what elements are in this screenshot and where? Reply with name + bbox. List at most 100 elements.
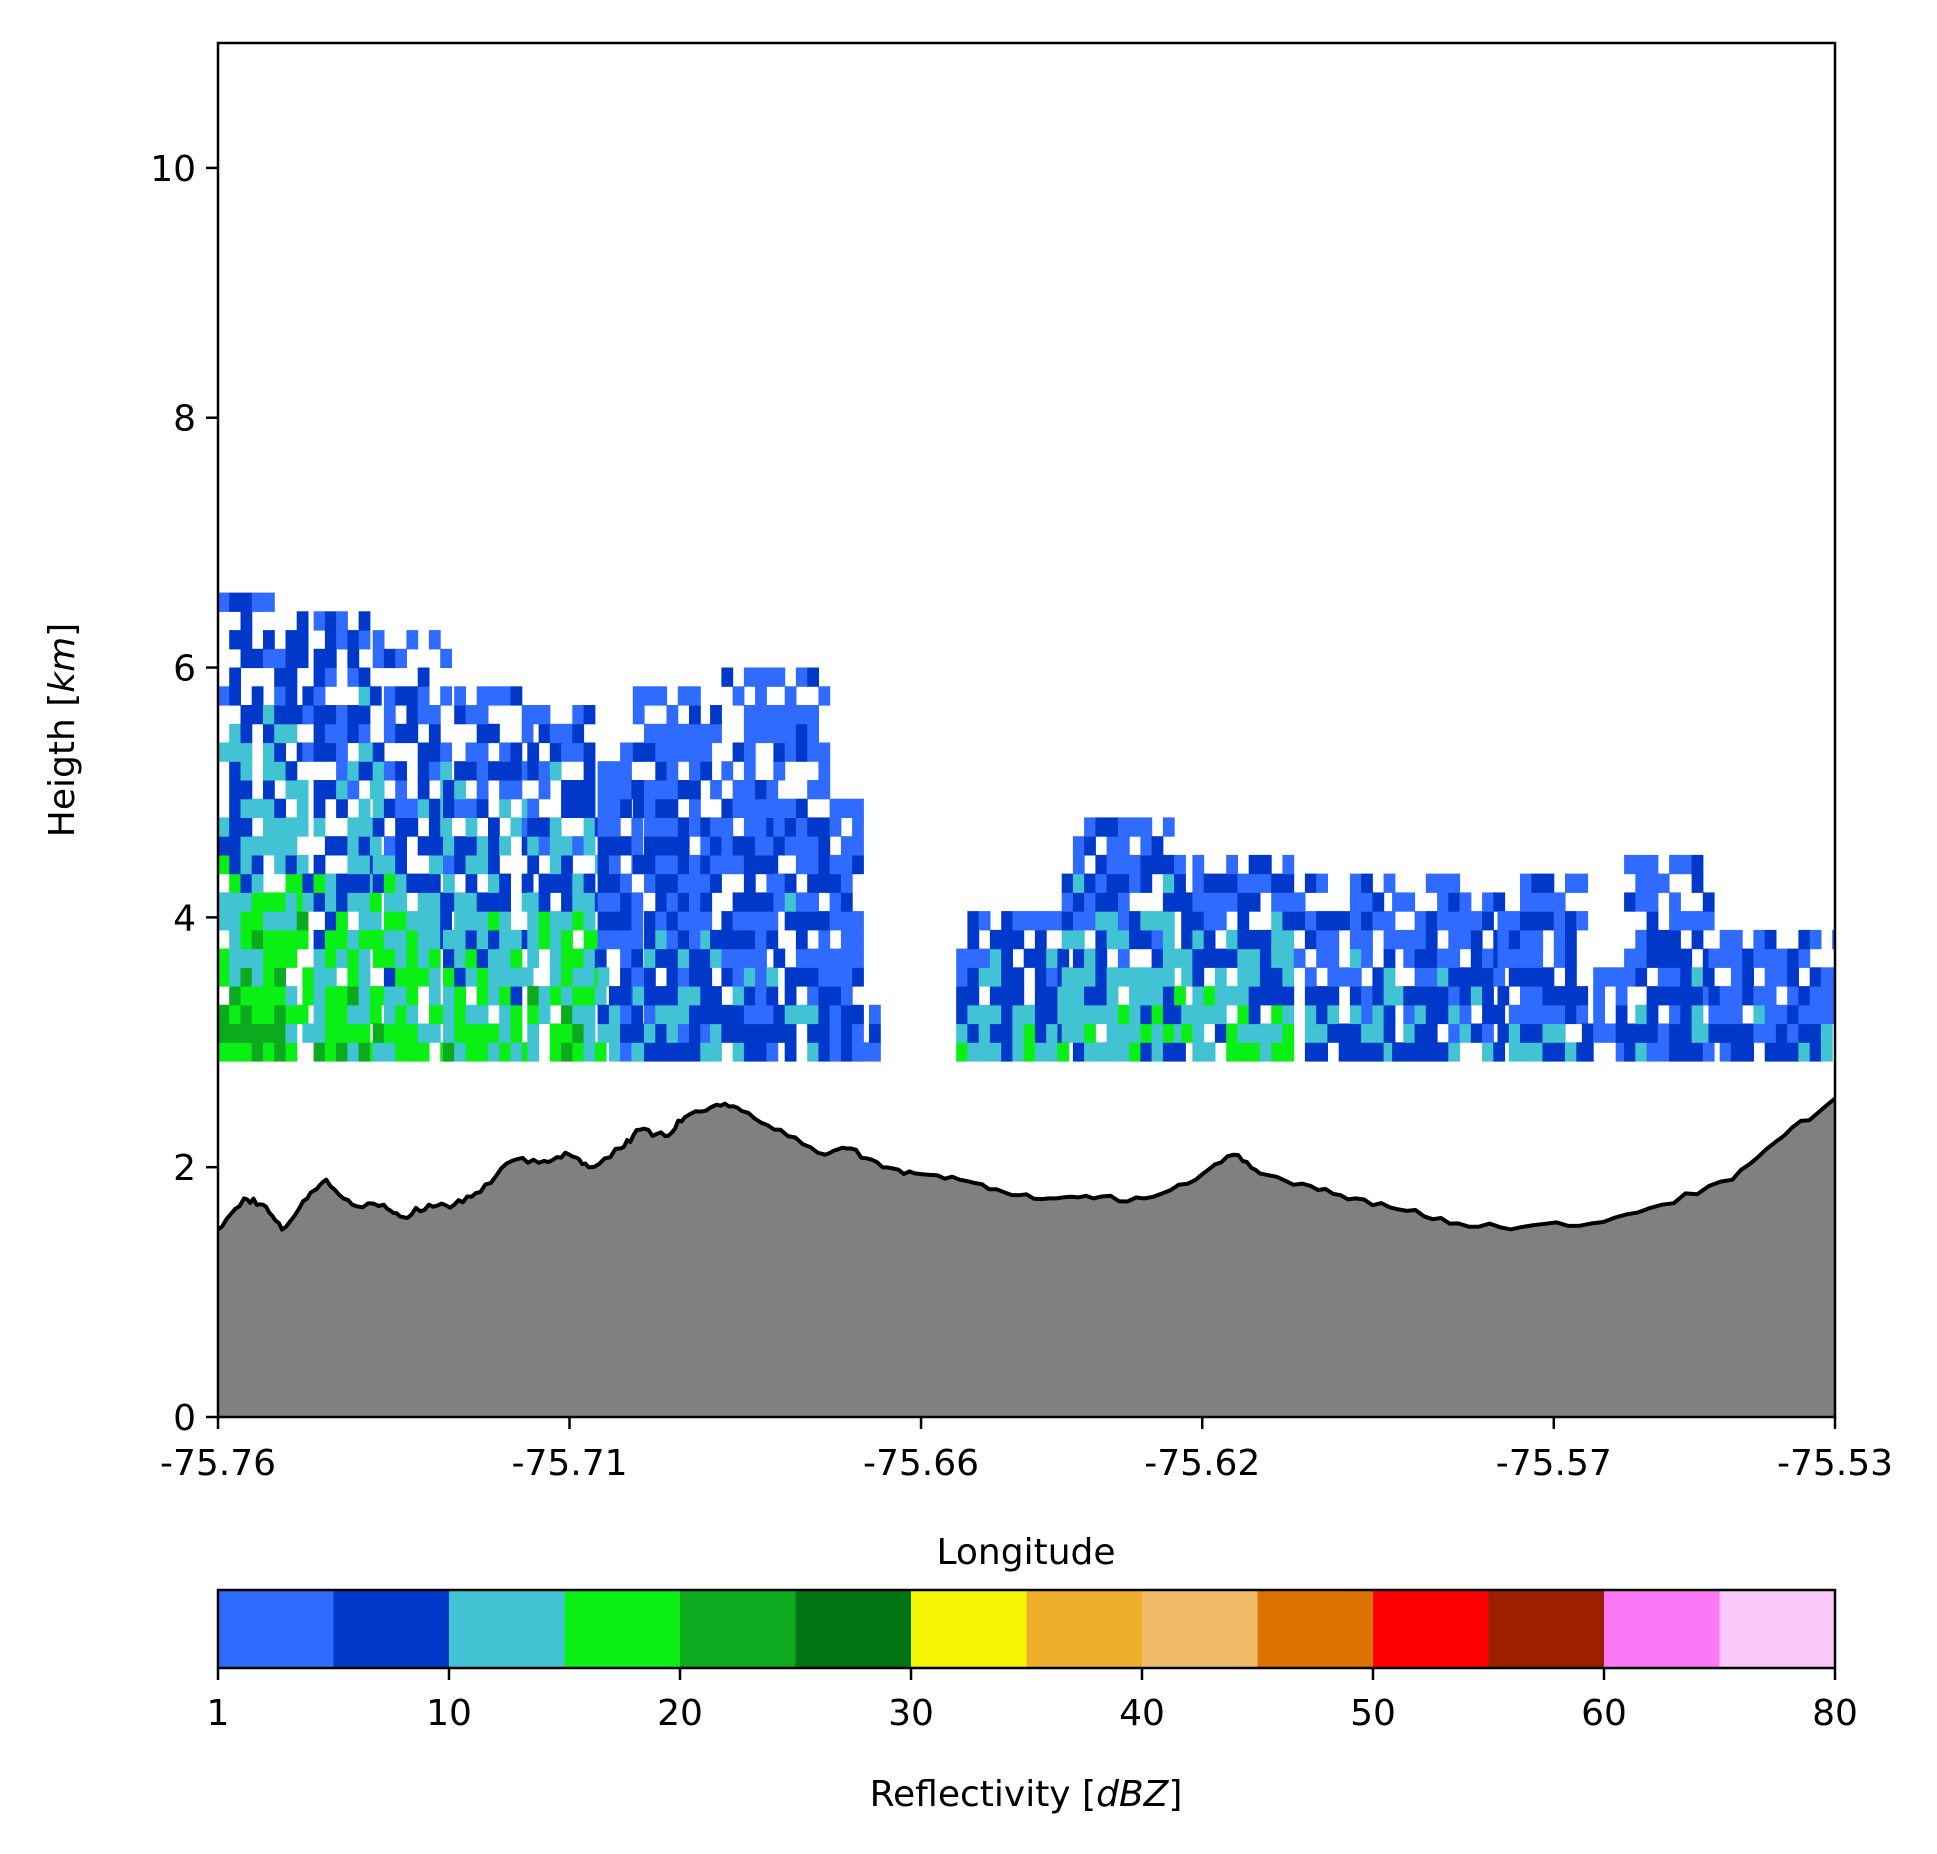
- reflectivity-cell: [1798, 986, 1811, 1006]
- reflectivity-cell: [700, 1004, 713, 1025]
- reflectivity-cell: [549, 929, 562, 950]
- reflectivity-cell: [1072, 948, 1085, 968]
- reflectivity-cell: [632, 686, 645, 706]
- reflectivity-cell: [324, 648, 337, 669]
- reflectivity-cell: [313, 948, 326, 968]
- reflectivity-cell: [1520, 967, 1532, 987]
- reflectivity-cell: [766, 873, 779, 893]
- reflectivity-cell: [296, 630, 309, 650]
- reflectivity-cell: [1181, 948, 1193, 968]
- reflectivity-cell: [1702, 967, 1715, 987]
- reflectivity-cell: [1072, 967, 1085, 987]
- reflectivity-cell: [406, 911, 419, 931]
- reflectivity-cell: [229, 817, 241, 837]
- reflectivity-cell: [1271, 986, 1283, 1006]
- colorbar-segment: [1488, 1590, 1605, 1668]
- reflectivity-cell: [807, 892, 819, 912]
- reflectivity-cell: [527, 836, 540, 856]
- reflectivity-cell: [1753, 948, 1766, 968]
- reflectivity-cell: [700, 723, 713, 744]
- reflectivity-cell: [1203, 948, 1216, 968]
- reflectivity-cell: [240, 892, 253, 912]
- reflectivity-cell: [1072, 873, 1085, 893]
- reflectivity-cell: [689, 967, 701, 987]
- reflectivity-cell: [1129, 1042, 1141, 1062]
- reflectivity-cell: [372, 798, 385, 818]
- reflectivity-cell: [296, 780, 309, 800]
- reflectivity-cell: [978, 1004, 991, 1025]
- y-tick-label: 0: [173, 1398, 196, 1439]
- reflectivity-cell: [263, 630, 275, 650]
- reflectivity-cell: [807, 1042, 819, 1062]
- reflectivity-cell: [655, 892, 668, 912]
- reflectivity-cell: [443, 892, 455, 912]
- reflectivity-cell: [1593, 1004, 1605, 1025]
- reflectivity-cell: [549, 723, 562, 744]
- reflectivity-cell: [1304, 986, 1317, 1006]
- reflectivity-cell: [644, 854, 656, 875]
- reflectivity-cell: [1775, 1004, 1788, 1025]
- reflectivity-cell: [443, 780, 455, 800]
- reflectivity-cell: [620, 761, 632, 781]
- colorbar: [218, 1590, 1836, 1668]
- reflectivity-cell: [807, 1004, 819, 1025]
- reflectivity-cell: [1809, 1023, 1822, 1043]
- reflectivity-cell: [1437, 967, 1449, 987]
- reflectivity-cell: [721, 836, 734, 856]
- reflectivity-cell: [1832, 929, 1835, 950]
- reflectivity-cell: [1259, 967, 1272, 987]
- reflectivity-cell: [229, 630, 241, 650]
- reflectivity-cell: [1282, 929, 1295, 950]
- reflectivity-cell: [488, 686, 500, 706]
- reflectivity-cell: [1061, 986, 1074, 1006]
- reflectivity-cell: [1140, 1023, 1153, 1043]
- reflectivity-cell: [572, 836, 585, 856]
- reflectivity-cell: [732, 854, 745, 875]
- reflectivity-cell: [1553, 1023, 1566, 1043]
- reflectivity-cell: [1174, 1042, 1186, 1062]
- reflectivity-cell: [655, 723, 668, 744]
- reflectivity-cell: [1001, 929, 1013, 950]
- reflectivity-cell: [766, 967, 779, 987]
- reflectivity-cell: [1162, 967, 1175, 987]
- reflectivity-cell: [240, 1042, 253, 1062]
- reflectivity-cell: [465, 892, 478, 912]
- reflectivity-cell: [1646, 873, 1659, 893]
- reflectivity-cell: [1237, 873, 1250, 893]
- reflectivity-cell: [1832, 986, 1835, 1006]
- y-tick-label: 2: [173, 1148, 196, 1189]
- reflectivity-cell: [852, 1023, 864, 1043]
- reflectivity-cell: [1437, 873, 1449, 893]
- reflectivity-cell: [549, 986, 562, 1006]
- reflectivity-cell: [710, 873, 722, 893]
- y-tick-label: 8: [173, 399, 196, 440]
- reflectivity-cell: [428, 967, 441, 987]
- reflectivity-cell: [1565, 1004, 1577, 1025]
- reflectivity-cell: [499, 873, 511, 893]
- reflectivity-cell: [572, 1023, 585, 1043]
- reflectivity-cell: [989, 986, 1002, 1006]
- reflectivity-cell: [1403, 1023, 1416, 1043]
- reflectivity-cell: [383, 1042, 396, 1062]
- reflectivity-cell: [967, 986, 980, 1006]
- reflectivity-cell: [499, 798, 511, 818]
- reflectivity-cell: [1820, 1042, 1833, 1062]
- reflectivity-cell: [476, 911, 489, 931]
- reflectivity-cell: [476, 967, 489, 987]
- reflectivity-cell: [1425, 1042, 1438, 1062]
- reflectivity-cell: [488, 1023, 500, 1043]
- reflectivity-cell: [406, 798, 419, 818]
- reflectivity-cell: [1624, 1042, 1636, 1062]
- reflectivity-cell: [677, 686, 690, 706]
- reflectivity-cell: [454, 929, 466, 950]
- reflectivity-cell: [395, 836, 407, 856]
- reflectivity-cell: [608, 836, 621, 856]
- reflectivity-cell: [538, 817, 551, 837]
- reflectivity-cell: [440, 911, 452, 931]
- colorbar-segment: [1373, 1590, 1489, 1668]
- reflectivity-cell: [1192, 1023, 1205, 1043]
- reflectivity-cell: [784, 723, 797, 744]
- reflectivity-cell: [488, 892, 500, 912]
- reflectivity-cell: [1162, 1042, 1175, 1062]
- reflectivity-cell: [852, 1004, 864, 1025]
